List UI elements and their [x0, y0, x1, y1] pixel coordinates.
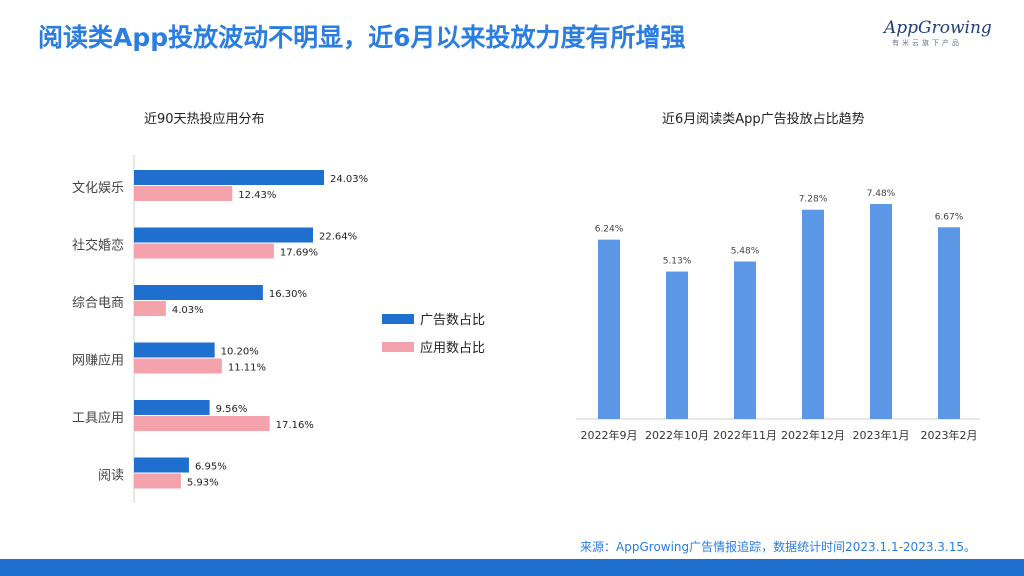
- month-tick-5: 2023年2月: [921, 428, 978, 442]
- month-tick-0: 2022年9月: [581, 428, 638, 442]
- trend-bar-label-1: 5.13%: [663, 257, 692, 267]
- ad-bar-4: [134, 400, 210, 415]
- app-bar-3: [134, 358, 222, 374]
- app-bar-0: [134, 186, 233, 201]
- legend-swatch-ad: [382, 314, 414, 324]
- trend-bar-label-4: 7.48%: [867, 189, 896, 199]
- logo-brand: AppGrowing: [884, 18, 992, 38]
- trend-bar-label-3: 7.28%: [799, 195, 828, 205]
- legend-swatch-app: [382, 342, 414, 352]
- trend-bar-0: [598, 239, 620, 419]
- month-tick-4: 2023年1月: [853, 428, 910, 442]
- left-chart-title: 近90天热投应用分布: [144, 112, 265, 127]
- ad-bar-label-3: 10.20%: [221, 347, 259, 358]
- legend-label-ad: 广告数占比: [420, 313, 485, 328]
- source-note: 来源：AppGrowing广告情报追踪，数据统计时间2023.1.1-2023.…: [580, 540, 976, 554]
- appgrowing-logo: AppGrowing 有米云旗下产品: [884, 18, 994, 58]
- category-label-2: 综合电商: [72, 296, 124, 311]
- app-bar-label-5: 5.93%: [187, 478, 219, 489]
- app-bar-label-0: 12.43%: [238, 190, 276, 201]
- trend-bar-label-2: 5.48%: [731, 246, 760, 256]
- ad-bar-2: [134, 285, 263, 300]
- trend-bar-2: [734, 261, 756, 419]
- ad-bar-label-1: 22.64%: [319, 232, 357, 243]
- category-label-3: 网赚应用: [72, 353, 124, 369]
- month-tick-2: 2022年11月: [713, 428, 777, 442]
- month-tick-3: 2022年12月: [781, 428, 845, 442]
- category-label-1: 社交婚恋: [72, 238, 124, 254]
- ad-bar-label-0: 24.03%: [330, 174, 368, 185]
- ad-bar-5: [134, 457, 189, 473]
- trend-bar-label-5: 6.67%: [935, 212, 964, 222]
- ad-bar-0: [134, 170, 324, 185]
- ad-bar-3: [134, 342, 215, 358]
- app-bar-1: [134, 243, 274, 259]
- app-bar-2: [134, 301, 166, 316]
- ad-bar-label-5: 6.95%: [195, 462, 227, 473]
- app-bar-label-4: 17.16%: [276, 420, 314, 431]
- ad-bar-1: [134, 227, 314, 243]
- right-chart-title: 近6月阅读类App广告投放占比趋势: [662, 112, 865, 127]
- category-label-0: 文化娱乐: [72, 181, 124, 196]
- legend-label-app: 应用数占比: [420, 340, 485, 356]
- app-bar-5: [134, 473, 181, 489]
- app-bar-label-1: 17.69%: [280, 248, 318, 259]
- trend-bar-5: [938, 227, 960, 419]
- page-title: 阅读类App投放波动不明显，近6月以来投放力度有所增强: [38, 23, 686, 52]
- category-label-4: 工具应用: [72, 410, 124, 426]
- trend-bar-3: [802, 209, 824, 419]
- trend-bar-4: [870, 204, 892, 419]
- bottom-bar: [0, 559, 1024, 576]
- ad-bar-label-4: 9.56%: [216, 404, 248, 415]
- app-bar-4: [134, 416, 270, 431]
- ad-bar-label-2: 16.30%: [269, 289, 307, 300]
- month-tick-1: 2022年10月: [645, 428, 709, 442]
- app-bar-label-3: 11.11%: [228, 363, 266, 374]
- trend-bar-1: [666, 271, 688, 419]
- trend-bar-label-0: 6.24%: [595, 225, 624, 235]
- app-bar-label-2: 4.03%: [172, 305, 204, 316]
- category-label-5: 阅读: [98, 469, 124, 484]
- logo-tagline: 有米云旗下产品: [892, 39, 962, 47]
